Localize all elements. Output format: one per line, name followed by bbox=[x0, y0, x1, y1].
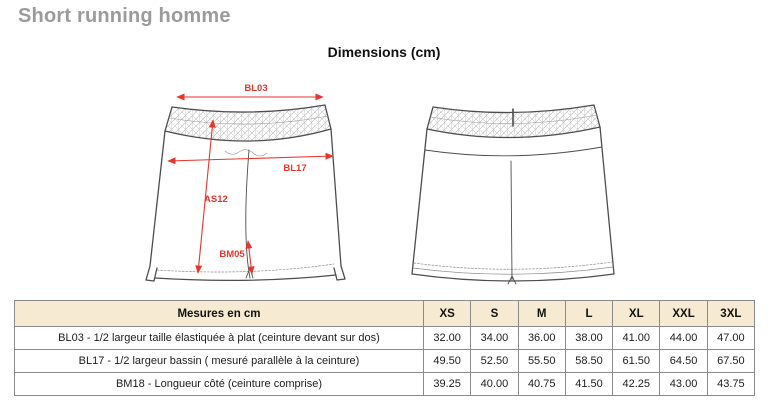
dimension-label-bl03: BL03 bbox=[244, 83, 267, 94]
size-table: Mesures en cm XS S M L XL XXL 3XL BL03 -… bbox=[14, 300, 756, 396]
page-title: Short running homme bbox=[18, 5, 231, 27]
dimension-arrow-bm05 bbox=[245, 240, 255, 275]
dimension-label-bm05: BM05 bbox=[219, 249, 245, 260]
dimension-label-bl17: BL17 bbox=[283, 163, 306, 174]
table-header-s: S bbox=[470, 300, 519, 327]
table-cell: 55.50 bbox=[517, 349, 566, 373]
dimension-label-as12: AS12 bbox=[204, 194, 228, 205]
table-cell: 42.25 bbox=[612, 372, 661, 396]
table-header-row: Mesures en cm XS S M L XL XXL 3XL bbox=[14, 300, 756, 327]
measure-label: BM18 - Longueur côté (ceinture comprise) bbox=[14, 372, 424, 396]
table-header-xxl: XXL bbox=[659, 300, 708, 327]
table-cell: 41.50 bbox=[564, 372, 614, 396]
table-cell: 49.50 bbox=[422, 349, 472, 373]
shorts-front-drawing bbox=[145, 104, 346, 282]
table-header-xl: XL bbox=[612, 300, 661, 327]
front-dimension-arrows bbox=[167, 93, 334, 275]
table-header-l: L bbox=[564, 300, 614, 327]
table-header-m: M bbox=[517, 300, 566, 327]
table-cell: 43.75 bbox=[706, 372, 756, 396]
shorts-back-drawing bbox=[411, 104, 615, 285]
table-row-bl03: BL03 - 1/2 largeur taille élastiquée à p… bbox=[14, 326, 756, 350]
table-cell: 64.50 bbox=[659, 349, 708, 373]
table-row-bm18: BM18 - Longueur côté (ceinture comprise)… bbox=[14, 372, 756, 396]
table-cell: 39.25 bbox=[422, 372, 472, 396]
table-header-3xl: 3XL bbox=[706, 300, 756, 327]
size-diagram: BL03 BL17 AS12 BM05 bbox=[145, 83, 615, 285]
table-cell: 44.00 bbox=[659, 326, 708, 350]
front-waistband bbox=[164, 104, 332, 142]
table-cell: 40.75 bbox=[517, 372, 566, 396]
table-cell: 36.00 bbox=[517, 326, 566, 350]
diagram-title: Dimensions (cm) bbox=[327, 44, 441, 60]
table-cell: 52.50 bbox=[470, 349, 519, 373]
table-row-bl17: BL17 - 1/2 largeur bassin ( mesuré paral… bbox=[14, 349, 756, 373]
measure-label: BL17 - 1/2 largeur bassin ( mesuré paral… bbox=[14, 349, 424, 373]
table-header-measures: Mesures en cm bbox=[14, 300, 424, 327]
measure-label: BL03 - 1/2 largeur taille élastiquée à p… bbox=[14, 326, 424, 350]
table-cell: 32.00 bbox=[422, 326, 472, 350]
table-cell: 41.00 bbox=[612, 326, 661, 350]
table-cell: 34.00 bbox=[470, 326, 519, 350]
table-cell: 61.50 bbox=[612, 349, 661, 373]
table-cell: 47.00 bbox=[706, 326, 756, 350]
table-cell: 38.00 bbox=[564, 326, 614, 350]
table-cell: 43.00 bbox=[659, 372, 708, 396]
table-cell: 58.50 bbox=[564, 349, 614, 373]
table-cell: 40.00 bbox=[470, 372, 519, 396]
table-cell: 67.50 bbox=[706, 349, 756, 373]
dimension-arrow-as12 bbox=[195, 119, 216, 274]
dimension-arrow-bl17 bbox=[167, 152, 334, 165]
table-header-xs: XS bbox=[422, 300, 472, 327]
